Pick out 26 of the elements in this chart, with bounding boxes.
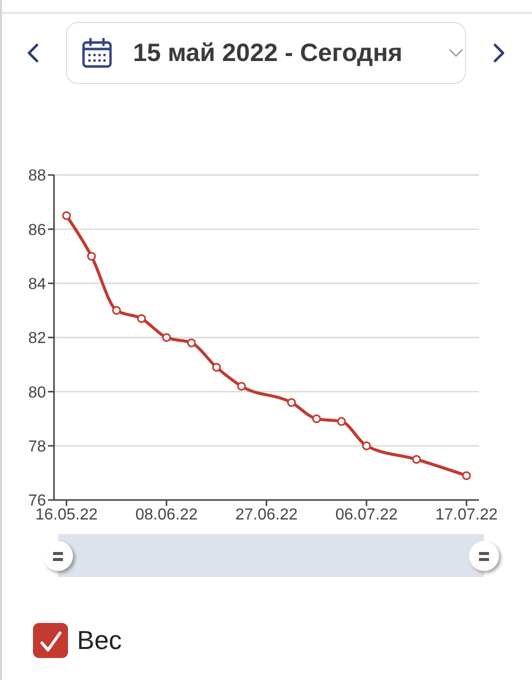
y-tick-label: 84 — [28, 276, 46, 294]
point — [287, 398, 296, 407]
x-tick-label: 08.06.22 — [135, 506, 198, 524]
point — [462, 471, 471, 480]
y-tick-label: 86 — [28, 222, 46, 239]
point — [412, 454, 421, 464]
point — [162, 333, 171, 342]
chart-title: 15 май 2022 - Сегодня — [133, 38, 403, 68]
y-tick-label: 88 — [28, 168, 46, 185]
x-tick-label: 06.07.22 — [335, 506, 398, 524]
point — [337, 417, 346, 426]
point — [87, 252, 96, 261]
point — [62, 211, 71, 220]
point — [237, 382, 246, 391]
point — [187, 338, 196, 348]
point — [362, 441, 371, 450]
point — [112, 306, 121, 315]
y-tick-label: 78 — [28, 438, 46, 456]
point — [137, 314, 146, 323]
y-tick-label: 82 — [28, 330, 46, 348]
y-tick-label: 80 — [28, 384, 46, 402]
point — [212, 362, 221, 372]
x-tick-label: 17.07.22 — [435, 506, 498, 524]
point — [312, 414, 321, 424]
x-tick-label: 27.06.22 — [235, 506, 298, 524]
legend-label: Вес — [77, 625, 122, 655]
